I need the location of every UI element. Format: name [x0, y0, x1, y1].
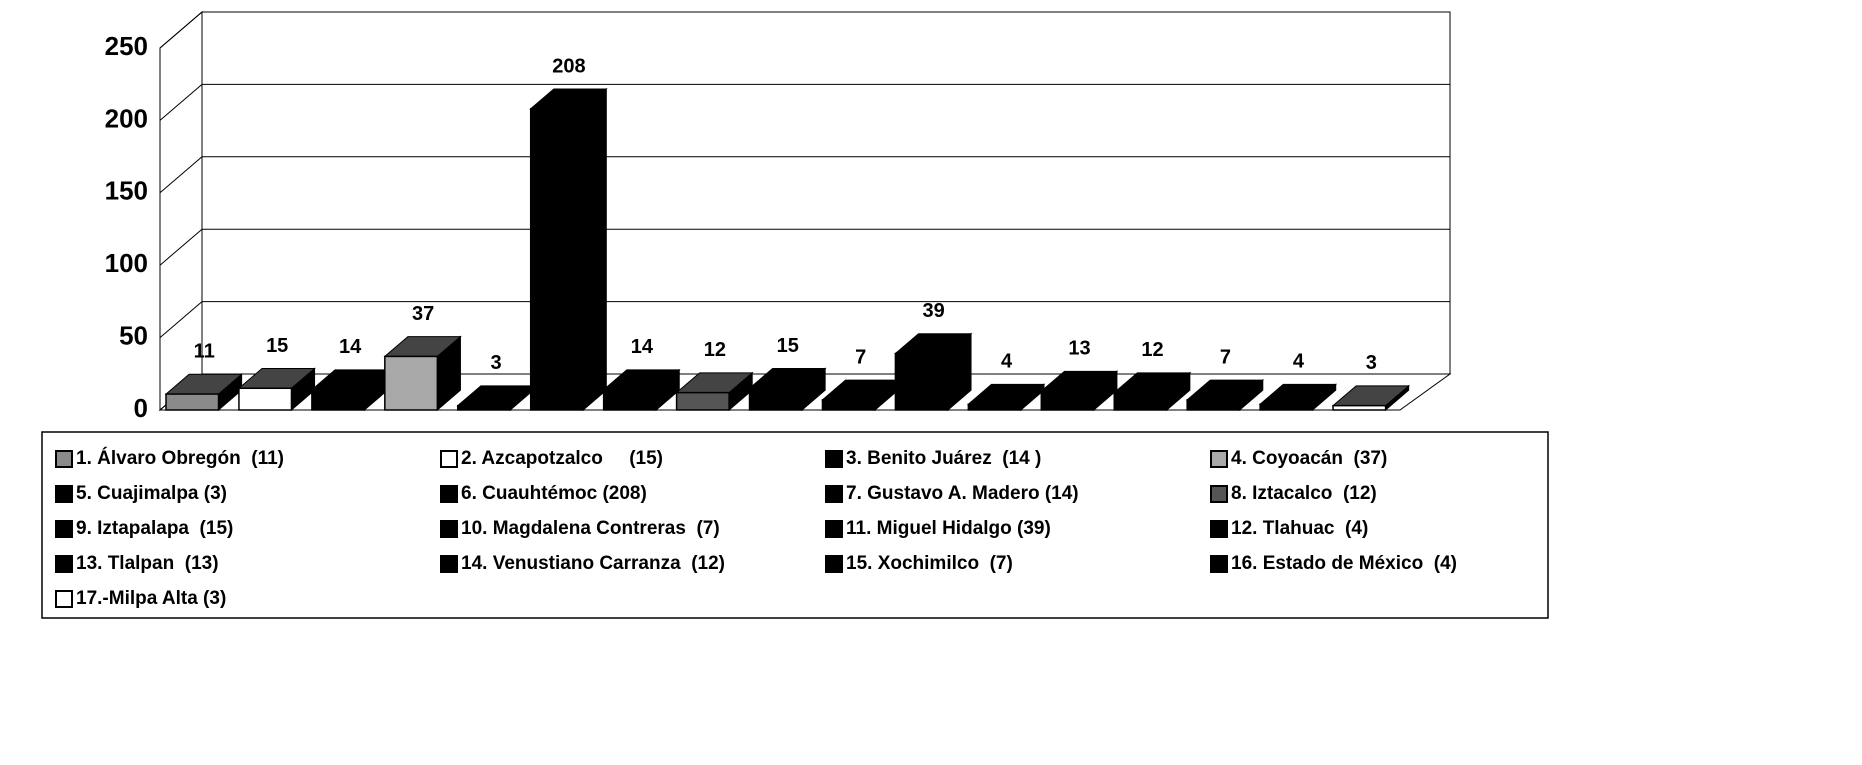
bar	[675, 391, 730, 411]
bar	[165, 393, 220, 411]
legend-swatch	[440, 520, 458, 538]
legend-label: 1. Álvaro Obregón (11)	[76, 447, 284, 469]
legend-label: 3. Benito Juárez (14 )	[846, 448, 1041, 469]
data-label: 13	[1068, 338, 1090, 360]
legend-swatch	[825, 555, 843, 573]
data-label: 4	[1293, 351, 1305, 373]
legend-label: 13. Tlalpan (13)	[76, 553, 219, 574]
bar	[1259, 403, 1314, 411]
y-tick-label: 100	[105, 248, 148, 278]
bar	[529, 108, 584, 411]
legend-label: 12. Tlahuac (4)	[1231, 518, 1368, 539]
legend-swatch	[55, 485, 73, 503]
back-wall	[201, 11, 1451, 375]
grid-line	[159, 11, 1450, 49]
y-tick-label: 50	[119, 320, 148, 350]
grid-line	[159, 83, 1450, 121]
legend-box	[41, 431, 1549, 619]
legend-label: 15. Xochimilco (7)	[846, 553, 1013, 574]
legend-label: 11. Miguel Hidalgo (39)	[846, 518, 1051, 539]
grid-line	[159, 228, 1450, 266]
grid-line	[159, 156, 1450, 194]
bar	[311, 388, 366, 411]
data-label: 208	[552, 55, 585, 77]
legend-swatch	[825, 485, 843, 503]
bar	[602, 388, 657, 411]
legend-label: 8. Iztacalco (12)	[1231, 483, 1377, 504]
legend-swatch	[440, 485, 458, 503]
legend-swatch	[55, 590, 73, 608]
bar	[1186, 399, 1241, 411]
legend-label: 16. Estado de México (4)	[1231, 553, 1457, 574]
data-label: 14	[631, 336, 654, 358]
legend-label: 6. Cuauhtémoc (208)	[461, 483, 647, 504]
legend-swatch	[440, 555, 458, 573]
y-tick-label: 250	[105, 31, 148, 61]
bar	[894, 352, 949, 411]
bar	[821, 399, 876, 411]
legend-swatch	[55, 450, 73, 468]
data-label: 7	[1220, 346, 1231, 368]
data-label: 39	[923, 300, 945, 322]
legend-label: 17.-Milpa Alta (3)	[76, 588, 226, 609]
legend-label: 5. Cuajimalpa (3)	[76, 483, 227, 504]
data-label: 4	[1001, 351, 1013, 373]
data-label: 3	[1366, 352, 1377, 374]
data-label: 3	[490, 352, 501, 374]
grid-line	[159, 301, 1450, 338]
legend-swatch	[1210, 555, 1228, 573]
data-label: 14	[339, 336, 362, 358]
bar	[384, 355, 439, 411]
bar	[238, 387, 293, 411]
data-label: 7	[855, 346, 866, 368]
legend-label: 4. Coyoacán (37)	[1231, 448, 1387, 469]
bar-side	[582, 87, 607, 412]
bar	[1332, 404, 1387, 411]
legend-swatch	[440, 450, 458, 468]
y-tick-label: 200	[105, 103, 148, 133]
y-tick-label: 0	[134, 393, 148, 423]
legend-label: 2. Azcapotzalco (15)	[461, 448, 663, 469]
legend-label: 14. Venustiano Carranza (12)	[461, 553, 725, 574]
data-label: 12	[704, 339, 726, 361]
bar	[1040, 390, 1095, 411]
bar	[967, 403, 1022, 411]
data-label: 11	[194, 341, 215, 363]
data-label: 37	[412, 303, 434, 325]
legend-label: 10. Magdalena Contreras (7)	[461, 518, 720, 539]
data-label: 15	[777, 335, 799, 357]
legend-swatch	[1210, 450, 1228, 468]
legend-swatch	[1210, 520, 1228, 538]
legend-label: 9. Iztapalapa (15)	[76, 518, 233, 539]
legend-swatch	[55, 520, 73, 538]
legend-swatch	[55, 555, 73, 573]
bar	[748, 387, 803, 411]
data-label: 15	[266, 335, 288, 357]
legend-swatch	[825, 450, 843, 468]
y-tick-label: 150	[105, 176, 148, 206]
legend-label: 7. Gustavo A. Madero (14)	[846, 483, 1079, 504]
bar	[457, 404, 512, 411]
legend-swatch	[1210, 485, 1228, 503]
legend-swatch	[825, 520, 843, 538]
bar	[1113, 391, 1168, 411]
data-label: 12	[1141, 339, 1163, 361]
